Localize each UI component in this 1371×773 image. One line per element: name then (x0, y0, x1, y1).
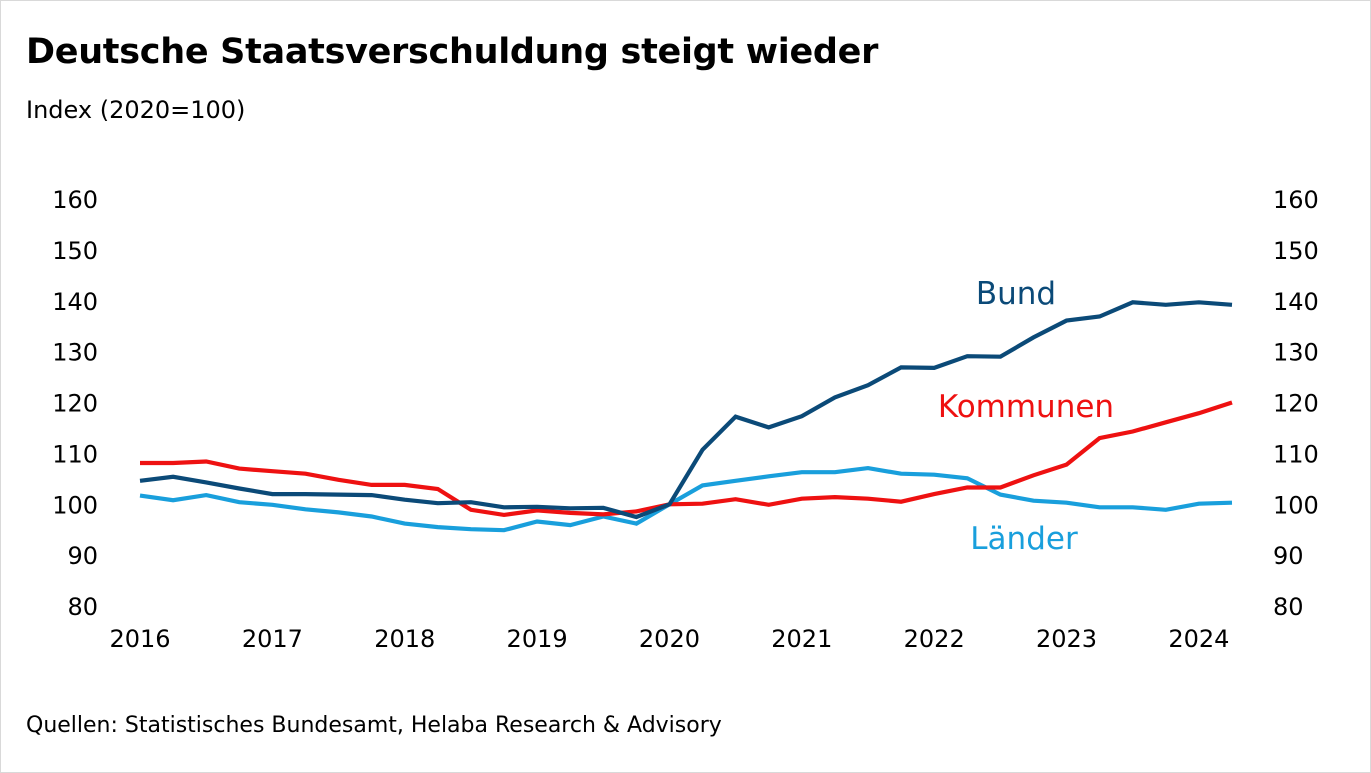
y-tick-label-right: 120 (1273, 390, 1319, 418)
series-label-laender: Länder (970, 521, 1078, 557)
x-tick-label: 2019 (507, 625, 568, 653)
x-tick-label: 2017 (242, 625, 303, 653)
x-axis: 2016 2017 2018 2019 2020 2021 2022 2023 2024 (109, 625, 1229, 653)
x-tick-label: 2024 (1168, 625, 1229, 653)
chart-subtitle: Index (2020=100) (26, 96, 246, 124)
y-tick-label-right: 150 (1273, 237, 1319, 265)
y-tick-label-right: 80 (1273, 593, 1304, 621)
x-tick-label: 2023 (1036, 625, 1097, 653)
y-tick-label-right: 90 (1273, 542, 1304, 570)
y-tick-label-left: 100 (52, 491, 98, 519)
y-tick-label-right: 140 (1273, 288, 1319, 316)
series-label-bund: Bund (976, 276, 1056, 312)
y-tick-label-left: 160 (52, 186, 98, 214)
y-tick-label-left: 110 (52, 440, 98, 468)
y-tick-label-right: 160 (1273, 186, 1319, 214)
left-y-axis: 80 90 100 110 120 130 140 150 160 (52, 186, 98, 621)
x-tick-label: 2020 (639, 625, 700, 653)
y-tick-label-left: 80 (67, 593, 98, 621)
series-line-kommunen (140, 400, 1233, 518)
x-tick-label: 2021 (771, 625, 832, 653)
x-tick-label: 2022 (904, 625, 965, 653)
series-label-kommunen: Kommunen (938, 389, 1114, 425)
y-tick-label-left: 150 (52, 237, 98, 265)
x-tick-label: 2018 (374, 625, 435, 653)
series-line-laender (139, 465, 1233, 533)
series-labels: Bund Kommunen Länder (938, 276, 1114, 557)
y-tick-label-left: 140 (52, 288, 98, 316)
y-tick-label-right: 100 (1273, 491, 1319, 519)
y-tick-label-left: 130 (52, 339, 98, 367)
series-line-bund (139, 300, 1233, 520)
y-tick-label-right: 110 (1273, 440, 1319, 468)
y-tick-label-left: 90 (67, 542, 98, 570)
chart-title: Deutsche Staatsverschuldung steigt wiede… (26, 32, 879, 72)
series-lines (139, 300, 1233, 533)
x-tick-label: 2016 (109, 625, 170, 653)
right-y-axis: 80 90 100 110 120 130 140 150 160 (1273, 186, 1319, 621)
source-note: Quellen: Statistisches Bundesamt, Helaba… (26, 713, 722, 738)
y-tick-label-left: 120 (52, 390, 98, 418)
y-tick-label-right: 130 (1273, 339, 1319, 367)
